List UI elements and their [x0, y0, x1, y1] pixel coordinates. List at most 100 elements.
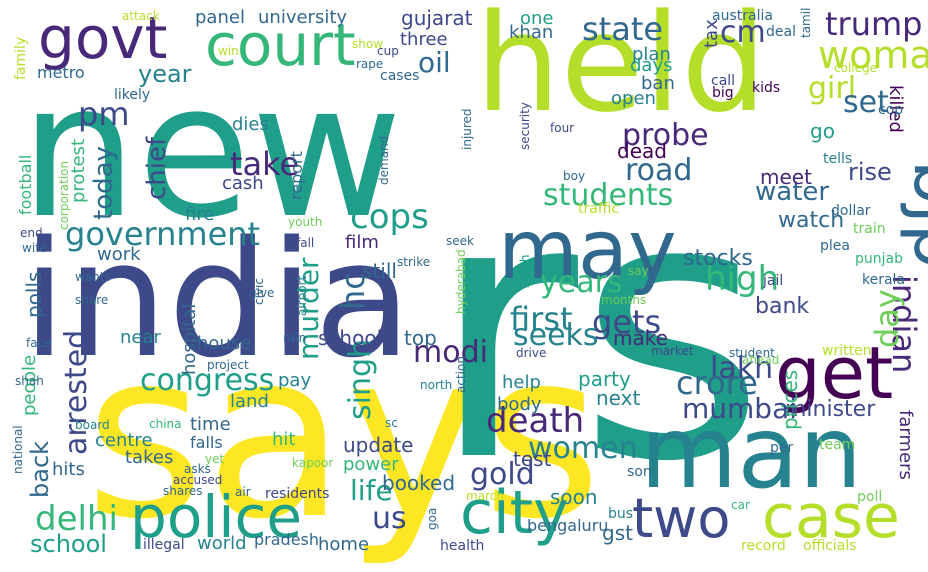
- word-dies: dies: [232, 114, 269, 135]
- word-work: work: [97, 244, 141, 265]
- word-attack: attack: [122, 9, 160, 23]
- word-next: next: [596, 386, 640, 410]
- word-three: three: [400, 29, 448, 50]
- word-state: state: [582, 10, 663, 48]
- word-case: case: [762, 482, 900, 552]
- word-water: water: [755, 177, 829, 207]
- word-party: party: [578, 367, 631, 391]
- word-gets: gets: [592, 303, 661, 341]
- word-asks: asks: [184, 462, 211, 476]
- word-minister: minister: [785, 397, 876, 422]
- word-near: near: [120, 327, 162, 348]
- word-one: one: [520, 8, 554, 29]
- word-punjab: punjab: [855, 251, 903, 267]
- word-action: action: [454, 356, 468, 393]
- word-health: health: [440, 538, 484, 554]
- word-govt: govt: [38, 4, 167, 72]
- word-tells: tells: [823, 151, 852, 167]
- word-market: market: [651, 344, 694, 358]
- word-cm: cm: [720, 15, 766, 50]
- word-say: say: [628, 264, 649, 278]
- word-gujarat: gujarat: [401, 6, 473, 30]
- word-kapoor: kapoor: [292, 456, 333, 470]
- word-tax: tax: [701, 19, 722, 48]
- word-body: body: [497, 394, 542, 415]
- word-centre: centre: [95, 430, 153, 451]
- word-woman: woman: [818, 33, 928, 77]
- word-girl: girl: [808, 71, 856, 106]
- word-booked: booked: [382, 471, 455, 495]
- word-meet: meet: [760, 165, 812, 189]
- word-road: road: [625, 153, 692, 188]
- word-singh: singh: [343, 339, 378, 420]
- word-days: days: [630, 55, 673, 76]
- word-fire: fire: [185, 204, 214, 225]
- word-man: man: [640, 394, 862, 511]
- word-ahead: ahead: [742, 353, 779, 367]
- word-polls: polls: [22, 272, 46, 318]
- word-delhi: delhi: [35, 499, 118, 539]
- word-stocks: stocks: [683, 246, 753, 271]
- word-government: government: [65, 215, 260, 253]
- word-top: top: [404, 326, 437, 350]
- word-kerala: kerala: [862, 272, 905, 288]
- word-test: test: [513, 447, 552, 471]
- word-board: board: [75, 418, 110, 432]
- word-wife: wife: [22, 241, 47, 255]
- word-may: may: [498, 203, 677, 298]
- word-sc: sc: [385, 416, 398, 430]
- word-university: university: [258, 7, 347, 28]
- word-hospital: hospital: [179, 304, 200, 375]
- word-chief: chief: [142, 136, 172, 200]
- word-gold: gold: [470, 457, 535, 492]
- word-police: police: [130, 483, 302, 551]
- word-says: says: [85, 303, 602, 570]
- word-indian: indian: [885, 275, 923, 373]
- word-tamil: tamil: [799, 8, 813, 38]
- word-students: students: [543, 178, 673, 213]
- word-city: city: [460, 478, 569, 548]
- word-goa: goa: [425, 508, 439, 530]
- word-call: call: [711, 73, 735, 89]
- word-crore: crore: [676, 364, 758, 402]
- word-mumbai: mumbai: [682, 392, 797, 425]
- word-power: power: [343, 454, 399, 475]
- word-son: son: [627, 464, 652, 480]
- word-pay: pay: [278, 370, 311, 391]
- word-seek: seek: [446, 234, 474, 248]
- word-college: college: [834, 61, 877, 75]
- word-air: air: [235, 485, 251, 499]
- word-day: day: [868, 289, 906, 348]
- word-two: two: [632, 487, 730, 550]
- word-face: face: [26, 336, 52, 350]
- word-khan: khan: [509, 22, 553, 43]
- word-go: go: [810, 119, 835, 143]
- word-oil: oil: [418, 46, 451, 79]
- word-deal: deal: [766, 24, 796, 40]
- word-dollar: dollar: [831, 203, 871, 219]
- word-written: written: [822, 343, 872, 359]
- word-cash: cash: [222, 173, 264, 194]
- word-house: house: [197, 333, 251, 354]
- word-us: us: [372, 501, 407, 536]
- word-fall: fall: [296, 236, 314, 250]
- word-open: open: [611, 88, 656, 109]
- word-north: north: [420, 378, 452, 392]
- word-wants: wants: [75, 270, 111, 284]
- word-get: get: [775, 331, 893, 415]
- word-schools: schools: [318, 326, 393, 350]
- word-pradesh: pradesh: [254, 530, 319, 549]
- word-plea: plea: [820, 238, 850, 254]
- word-hits: hits: [52, 459, 85, 480]
- word-hc: hc: [334, 272, 372, 310]
- word-family: family: [13, 37, 29, 80]
- word-injured: injured: [460, 108, 474, 150]
- word-prices: prices: [778, 370, 802, 430]
- word-cops: cops: [350, 197, 429, 237]
- word-takes: takes: [125, 447, 173, 468]
- word-farmers: farmers: [895, 410, 916, 480]
- word-india: india: [22, 206, 412, 393]
- word-held: held: [475, 0, 767, 142]
- word-shah: shah: [15, 374, 44, 388]
